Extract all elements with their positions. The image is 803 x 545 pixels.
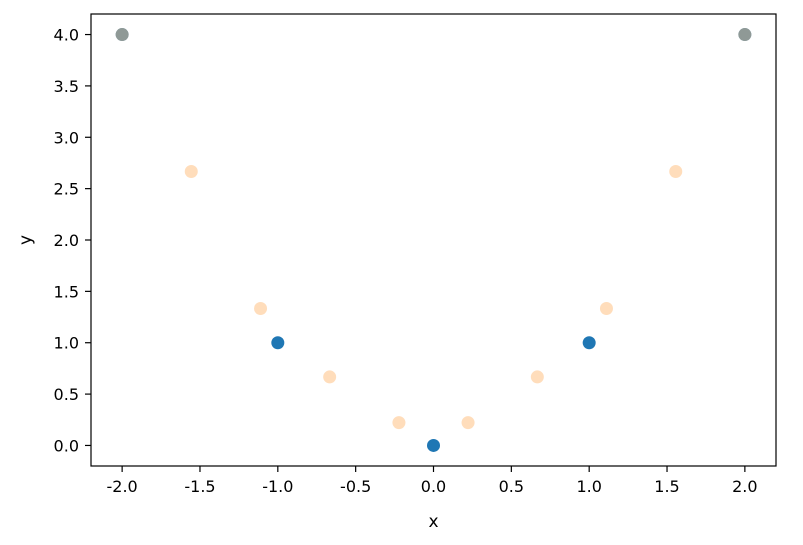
x-tick-label: -2.0 [107,477,138,496]
scatter-point [738,28,752,42]
y-tick-label: 2.5 [54,180,79,199]
scatter-point [392,416,406,430]
y-tick-label: 1.0 [54,334,79,353]
x-tick-label: -1.5 [184,477,215,496]
plot-marks [115,28,752,452]
scatter-point [669,164,683,178]
x-tick-label: 0.5 [499,477,524,496]
series-0 [115,28,752,452]
scatter-point [582,336,596,350]
plot-area-frame [90,13,777,467]
series-1 [115,28,752,430]
x-tick-label: 2.0 [732,477,757,496]
y-tick-label: 0.5 [54,385,79,404]
scatter-point [323,370,337,384]
scatter-point [184,164,198,178]
y-axis-ticks: 0.0 0.5 1.0 1.5 2.0 2.5 3.0 3.5 4.0 [54,26,91,455]
y-tick-label: 3.0 [54,128,79,147]
x-tick-label: 1.0 [576,477,601,496]
x-tick-label: -1.0 [262,477,293,496]
x-tick-label: 1.5 [654,477,679,496]
y-tick-label: 2.0 [54,231,79,250]
y-tick-label: 3.5 [54,77,79,96]
x-tick-label: -0.5 [340,477,371,496]
scatter-point [530,370,544,384]
x-tick-label: 0.0 [421,477,446,496]
scatter-point [115,28,129,42]
y-tick-label: 1.5 [54,282,79,301]
scatter-point [254,302,268,316]
x-axis-ticks: -2.0 -1.5 -1.0 -0.5 0.0 0.5 1.0 1.5 2.0 [107,466,758,496]
y-tick-label: 0.0 [54,436,79,455]
scatter-point [427,438,440,452]
x-axis-label: x [428,512,438,532]
scatter-point [271,336,285,350]
y-tick-label: 4.0 [54,26,79,45]
scatter-point [599,302,613,316]
y-axis-label: y [16,235,36,245]
scatter-point [461,416,475,430]
